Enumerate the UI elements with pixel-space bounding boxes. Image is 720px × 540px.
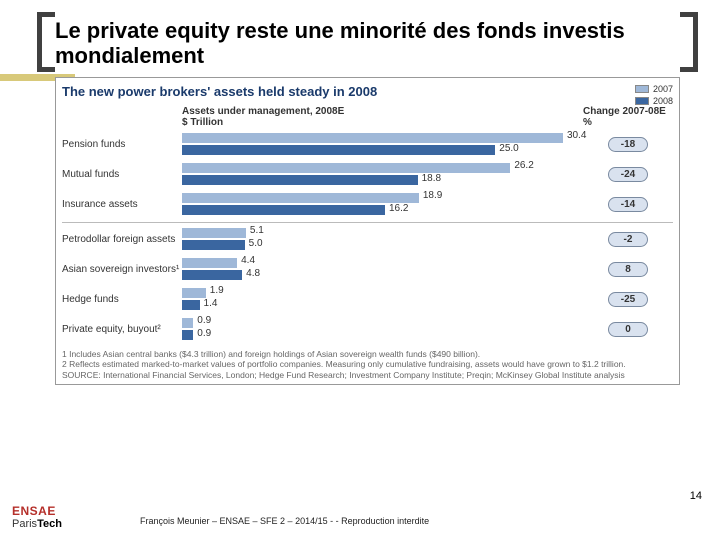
chart-legend: 2007 2008 (635, 84, 673, 106)
data-row: Mutual funds 26.2 18.8 -24 (62, 160, 673, 190)
bar (182, 240, 245, 250)
legend-item: 2007 (635, 84, 673, 94)
row-label: Private equity, buyout² (62, 324, 182, 335)
row-label: Pension funds (62, 139, 182, 150)
slide: Le private equity reste une minorité des… (0, 0, 720, 540)
row-label: Hedge funds (62, 294, 182, 305)
bar-value: 4.4 (241, 255, 255, 266)
data-row: Petrodollar foreign assets5.15.0-2 (62, 225, 673, 255)
logo-line1: ENSAE (12, 504, 122, 518)
row-label: Asian sovereign investors¹ (62, 264, 182, 275)
change-pill: -14 (608, 197, 648, 212)
row-label: Petrodollar foreign assets (62, 234, 182, 245)
bar-value: 30.4 (567, 130, 586, 141)
bar-value: 5.0 (249, 238, 263, 249)
change-header-1: Change 2007-08E (583, 106, 673, 117)
bar (182, 330, 193, 340)
chart-container: The new power brokers' assets held stead… (55, 77, 680, 386)
row-label: Mutual funds (62, 169, 182, 180)
change-pill: -2 (608, 232, 648, 247)
legend-label: 2008 (653, 96, 673, 106)
chart-body: Pension funds30.425.0-18Mutual funds26.2… (62, 130, 673, 345)
footnote-line: SOURCE: International Financial Services… (62, 370, 673, 381)
bar-value: 18.9 (423, 190, 442, 201)
bar (182, 163, 510, 173)
row-bars: 30.4 25.0 (182, 131, 583, 159)
bar (182, 193, 419, 203)
row-change: -14 (583, 197, 673, 212)
change-header-2: % (583, 117, 673, 128)
bars-header-1: Assets under management, 2008E (182, 106, 583, 117)
legend-swatch (635, 85, 649, 93)
footnote-line: 1 Includes Asian central banks ($4.3 tri… (62, 349, 673, 360)
column-headers: Assets under management, 2008E $ Trillio… (62, 106, 673, 128)
bracket-left-icon (37, 12, 55, 72)
bar-value: 0.9 (197, 328, 211, 339)
row-bars: 0.90.9 (182, 316, 583, 344)
bracket-right-icon (680, 12, 698, 72)
chart-header: The new power brokers' assets held stead… (62, 82, 673, 106)
bars-header-2: $ Trillion (182, 117, 583, 128)
slide-title: Le private equity reste une minorité des… (55, 18, 680, 69)
row-change: 0 (583, 322, 673, 337)
bar (182, 205, 385, 215)
bar-value: 16.2 (389, 203, 408, 214)
bar-value: 18.8 (422, 173, 441, 184)
data-row: Private equity, buyout²0.90.90 (62, 315, 673, 345)
bar-value: 5.1 (250, 225, 264, 236)
row-change: 8 (583, 262, 673, 277)
data-row: Pension funds 30.4 25.0 -18 (62, 130, 673, 160)
bar (182, 133, 563, 143)
footnote-line: 2 Reflects estimated marked-to-market va… (62, 359, 673, 370)
row-change: -2 (583, 232, 673, 247)
footer-text: François Meunier – ENSAE – SFE 2 – 2014/… (140, 516, 429, 526)
row-bars: 4.44.8 (182, 256, 583, 284)
change-pill: -25 (608, 292, 648, 307)
change-pill: 0 (608, 322, 648, 337)
legend-label: 2007 (653, 84, 673, 94)
bar (182, 270, 242, 280)
bar (182, 300, 200, 310)
row-change: -25 (583, 292, 673, 307)
bar (182, 318, 193, 328)
change-pill: 8 (608, 262, 648, 277)
bar (182, 145, 495, 155)
bar-value: 0.9 (197, 315, 211, 326)
bar-value: 1.9 (210, 285, 224, 296)
chart-title: The new power brokers' assets held stead… (62, 82, 635, 105)
bar (182, 228, 246, 238)
change-pill: -18 (608, 137, 648, 152)
logo-line2: ParisTech (12, 518, 122, 530)
bar-value: 4.8 (246, 268, 260, 279)
data-row: Hedge funds1.91.4-25 (62, 285, 673, 315)
bar-value: 26.2 (514, 160, 533, 171)
bar (182, 175, 418, 185)
data-row: Asian sovereign investors¹4.44.88 (62, 255, 673, 285)
bar (182, 288, 206, 298)
section-divider (62, 222, 673, 223)
logo: ENSAE ParisTech (12, 504, 122, 530)
data-row: Insurance assets 18.9 16.2 -14 (62, 190, 673, 220)
row-bars: 5.15.0 (182, 226, 583, 254)
row-change: -18 (583, 137, 673, 152)
legend-item: 2008 (635, 96, 673, 106)
bar-value: 25.0 (499, 143, 518, 154)
title-block: Le private equity reste une minorité des… (55, 18, 680, 69)
page-number: 14 (690, 490, 702, 502)
row-bars: 26.2 18.8 (182, 161, 583, 189)
row-bars: 1.91.4 (182, 286, 583, 314)
footnotes: 1 Includes Asian central banks ($4.3 tri… (62, 349, 673, 381)
bar (182, 258, 237, 268)
legend-swatch (635, 97, 649, 105)
bar-value: 1.4 (204, 298, 218, 309)
row-change: -24 (583, 167, 673, 182)
change-pill: -24 (608, 167, 648, 182)
row-bars: 18.9 16.2 (182, 191, 583, 219)
row-label: Insurance assets (62, 199, 182, 210)
